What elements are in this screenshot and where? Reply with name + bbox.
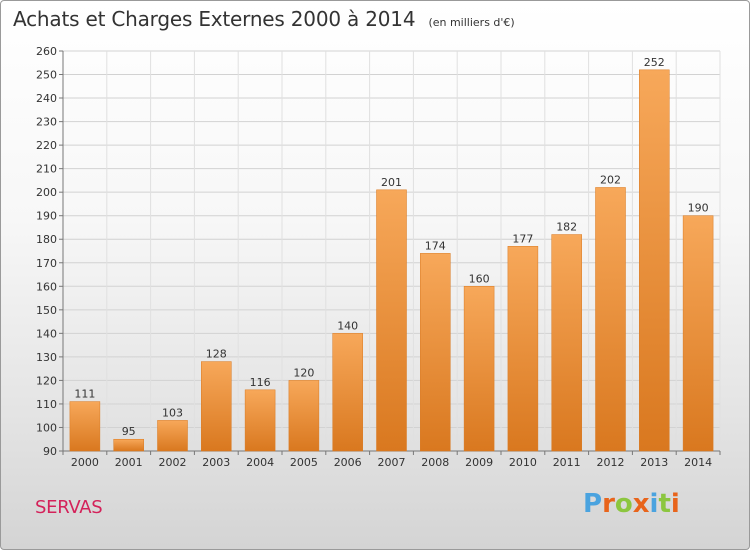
bar bbox=[551, 234, 582, 452]
y-tick-label: 260 bbox=[36, 45, 57, 58]
x-tick-label: 2013 bbox=[640, 456, 668, 469]
data-label: 160 bbox=[469, 272, 490, 285]
y-tick-label: 150 bbox=[36, 304, 57, 317]
x-tick-label: 2010 bbox=[509, 456, 537, 469]
x-tick-label: 2007 bbox=[378, 456, 406, 469]
logo-letter: x bbox=[632, 489, 650, 519]
data-label: 201 bbox=[381, 176, 402, 189]
y-tick-label: 160 bbox=[36, 280, 57, 293]
bar bbox=[682, 215, 714, 452]
x-tick-label: 2004 bbox=[246, 456, 274, 469]
logo-letter: o bbox=[614, 489, 633, 519]
commune-name: SERVAS bbox=[35, 497, 103, 518]
y-tick-label: 120 bbox=[36, 374, 57, 387]
proxiti-logo: Proxiti bbox=[583, 489, 680, 519]
bar bbox=[288, 380, 320, 452]
data-label: 190 bbox=[688, 202, 709, 215]
bar bbox=[507, 246, 539, 452]
y-tick-label: 220 bbox=[36, 139, 57, 152]
x-tick-label: 2006 bbox=[334, 456, 362, 469]
y-tick-label: 200 bbox=[36, 186, 57, 199]
bar bbox=[639, 69, 670, 452]
bar bbox=[420, 253, 451, 452]
x-tick-label: 2005 bbox=[290, 456, 318, 469]
y-tick-label: 190 bbox=[36, 210, 57, 223]
chart-subtitle: (en milliers d'€) bbox=[428, 16, 515, 29]
bars bbox=[69, 69, 714, 452]
data-label: 111 bbox=[74, 388, 95, 401]
x-tick-label: 2014 bbox=[684, 456, 712, 469]
logo-letter: i bbox=[649, 489, 659, 519]
y-tick-label: 250 bbox=[36, 69, 57, 82]
data-label: 177 bbox=[512, 232, 533, 245]
y-tick-label: 110 bbox=[36, 398, 57, 411]
bar bbox=[113, 438, 144, 452]
data-label: 116 bbox=[250, 376, 271, 389]
chart-title: Achats et Charges Externes 2000 à 2014 bbox=[13, 7, 416, 31]
x-tick-label: 2012 bbox=[597, 456, 625, 469]
logo-letter: i bbox=[670, 489, 680, 519]
title-row: Achats et Charges Externes 2000 à 2014 (… bbox=[13, 7, 515, 31]
logo-letter: t bbox=[658, 489, 671, 519]
y-tick-label: 140 bbox=[36, 327, 57, 340]
y-tick-label: 90 bbox=[43, 445, 57, 458]
logo-letter: P bbox=[583, 489, 603, 519]
logo-letter: r bbox=[602, 489, 615, 519]
data-label: 174 bbox=[425, 239, 446, 252]
bar bbox=[244, 389, 276, 452]
x-tick-label: 2011 bbox=[553, 456, 581, 469]
data-label: 120 bbox=[293, 366, 314, 379]
y-tick-label: 100 bbox=[36, 421, 57, 434]
x-tick-label: 2002 bbox=[159, 456, 187, 469]
bar bbox=[376, 189, 407, 452]
y-tick-label: 210 bbox=[36, 163, 57, 176]
bar bbox=[69, 401, 101, 452]
data-label: 252 bbox=[644, 56, 665, 69]
bar bbox=[463, 286, 495, 452]
data-label: 95 bbox=[122, 425, 136, 438]
bar bbox=[595, 187, 626, 452]
data-label: 128 bbox=[206, 348, 227, 361]
x-tick-label: 2008 bbox=[421, 456, 449, 469]
bar bbox=[157, 420, 188, 452]
bar bbox=[201, 361, 232, 452]
bar bbox=[332, 333, 363, 452]
data-label: 140 bbox=[337, 319, 358, 332]
x-tick-label: 2000 bbox=[71, 456, 99, 469]
y-tick-label: 170 bbox=[36, 257, 57, 270]
y-tick-label: 230 bbox=[36, 116, 57, 129]
data-label: 182 bbox=[556, 221, 577, 234]
data-label: 202 bbox=[600, 173, 621, 186]
x-tick-label: 2009 bbox=[465, 456, 493, 469]
y-tick-label: 130 bbox=[36, 351, 57, 364]
x-tick-label: 2001 bbox=[115, 456, 143, 469]
y-tick-label: 240 bbox=[36, 92, 57, 105]
data-label: 103 bbox=[162, 406, 183, 419]
y-tick-label: 180 bbox=[36, 233, 57, 246]
data-labels: 111 95 103 128 116 120 140 201 174 160 177 182 202 25… bbox=[74, 56, 708, 438]
x-tick-label: 2003 bbox=[202, 456, 230, 469]
